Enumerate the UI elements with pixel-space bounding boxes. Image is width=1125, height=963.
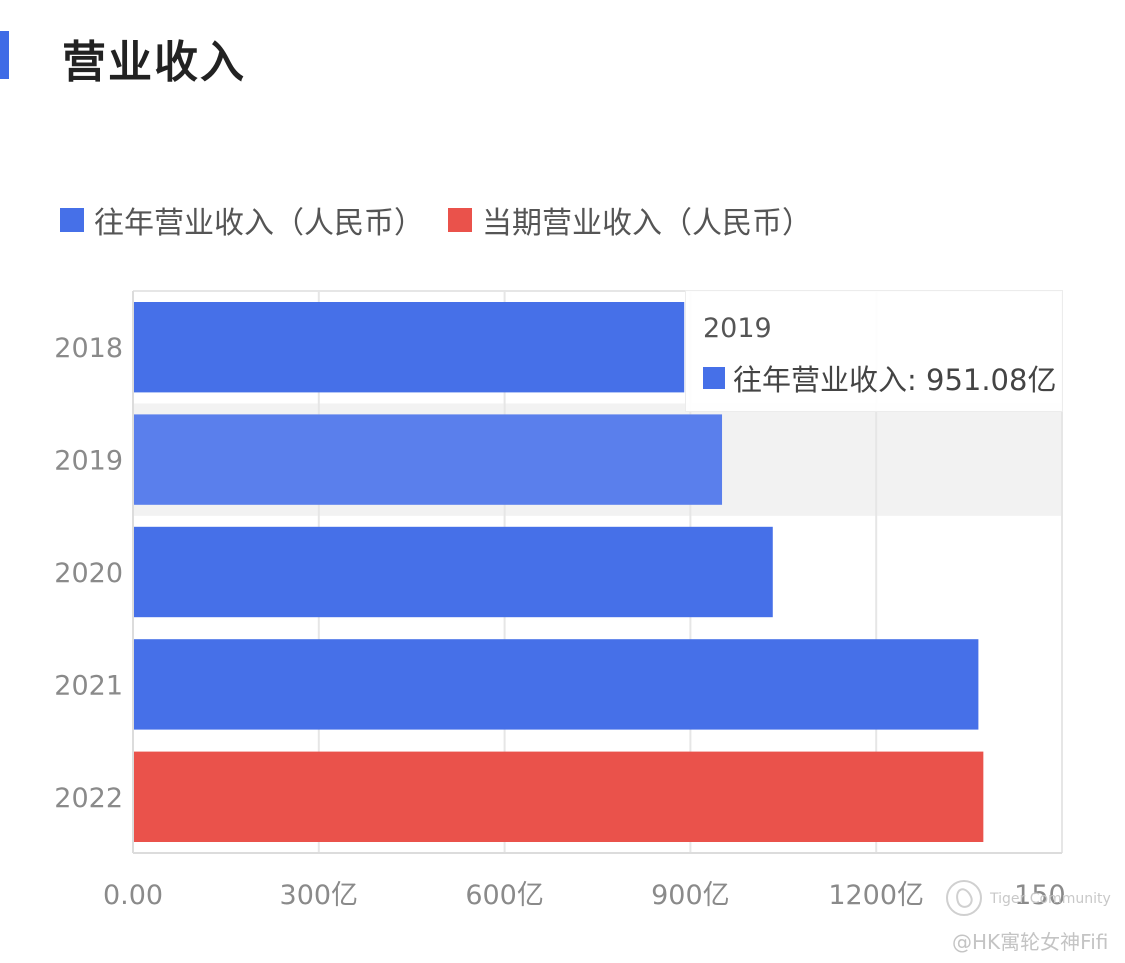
legend-swatch-current-revenue (448, 208, 472, 232)
bar-2018 (133, 302, 685, 393)
y-tick-label: 2019 (54, 446, 123, 477)
y-tick-label: 2018 (54, 333, 123, 364)
watermark-author: @HK寓轮女神Fifi (952, 930, 1109, 954)
chart-legend: 往年营业收入（人民币） 当期营业收入（人民币） (60, 198, 836, 242)
x-tick-label: 1200亿 (828, 880, 924, 911)
tooltip-swatch (703, 367, 725, 389)
tiger-logo-icon (946, 880, 982, 916)
x-tick-label: 1500亿 (1014, 880, 1110, 911)
legend-swatch-past-revenue (60, 208, 84, 232)
x-tick-label: 900亿 (651, 880, 730, 911)
chart-tooltip: 2019 往年营业收入: 951.08亿 (685, 290, 1063, 412)
bar-2022 (133, 751, 984, 842)
tooltip-row: 往年营业收入: 951.08亿 (703, 357, 1056, 399)
legend-label-past-revenue: 往年营业收入（人民币） (94, 206, 424, 241)
bar-2021 (133, 639, 979, 730)
tooltip-title: 2019 (703, 313, 772, 344)
bar-2019 (133, 414, 723, 505)
bar-2020 (133, 526, 773, 618)
y-tick-label: 2022 (54, 783, 123, 814)
legend-item-current-revenue[interactable]: 当期营业收入（人民币） (448, 198, 812, 242)
legend-label-current-revenue: 当期营业收入（人民币） (482, 206, 812, 241)
page-title: 营业收入 (62, 37, 246, 88)
legend-item-past-revenue[interactable]: 往年营业收入（人民币） (60, 198, 424, 242)
watermark-brand: Tiger Community (990, 891, 1111, 907)
x-tick-label: 0.00 (103, 880, 163, 911)
tooltip-text: 往年营业收入: 951.08亿 (733, 363, 1057, 397)
x-tick-label: 300亿 (280, 880, 359, 911)
title-accent-bar (0, 31, 9, 79)
x-tick-label: 600亿 (465, 880, 544, 911)
y-tick-label: 2020 (54, 558, 123, 589)
y-tick-label: 2021 (54, 670, 123, 701)
